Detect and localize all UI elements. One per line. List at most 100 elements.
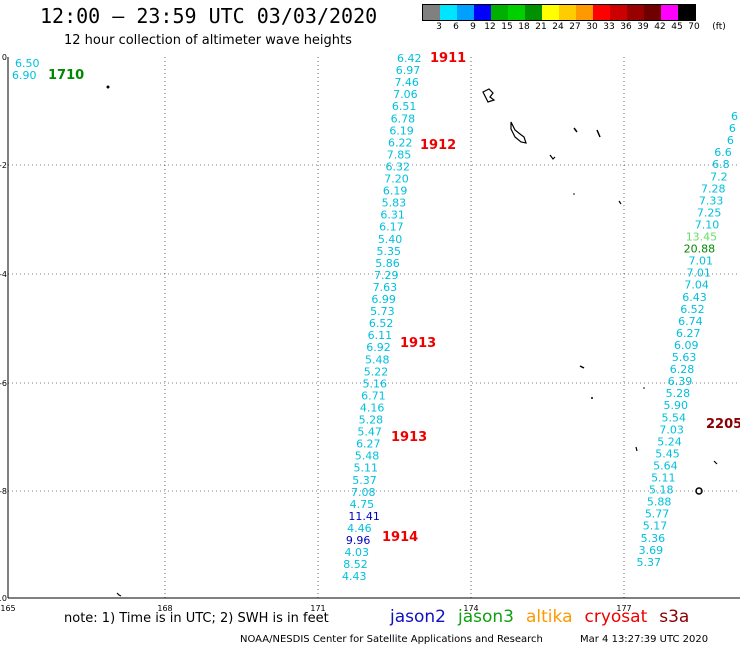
color-scale-label: 18 (518, 22, 530, 32)
color-swatch (491, 5, 508, 20)
color-scale-labels: 3 6 9 12 15 18 21 24 27 30 33 36 39 42 45 70 (ft) (422, 21, 726, 35)
wave-height-value: 5.11 (354, 462, 379, 475)
wave-height-value: 6.09 (674, 339, 699, 352)
wave-height-value: 5.64 (653, 459, 678, 472)
color-swatch (610, 5, 627, 20)
wave-height-value: 7.04 (684, 279, 709, 292)
generation-timestamp: Mar 4 13:27:39 UTC 2020 (580, 634, 709, 645)
color-swatch (593, 5, 610, 20)
color-swatch (457, 5, 474, 20)
wave-height-value: 6.27 (676, 327, 701, 340)
wave-height-value: 5.83 (382, 197, 407, 210)
color-swatch (474, 5, 491, 20)
color-scale-label: 9 (470, 22, 476, 32)
color-scale-label: 6 (453, 22, 459, 32)
color-scale-label: 30 (586, 22, 598, 32)
color-swatch (559, 5, 576, 20)
wave-height-value: 6.52 (369, 317, 394, 330)
pass-time-label: 1914 (382, 530, 418, 545)
map-grid: 165 168 171 174 177 0 -2 -4 -6 -8 -10 (0, 53, 740, 613)
x-tick-label: 168 (157, 604, 172, 613)
island-outline (596, 129, 601, 138)
satellite-legend-item: s3a (659, 607, 690, 627)
wave-height-value: 5.28 (666, 387, 691, 400)
wave-height-value: 6.27 (356, 438, 381, 451)
wave-height-value: 5.37 (352, 474, 377, 487)
wave-height-value: 20.88 (684, 243, 716, 256)
wave-height-value: 6.90 (12, 69, 37, 82)
color-scale-label: 33 (603, 22, 615, 32)
wave-height-value: 7.20 (384, 173, 409, 186)
color-scale-label: 42 (654, 22, 666, 32)
wave-height-value: 5.40 (378, 233, 403, 246)
wave-height-value: 6.50 (15, 57, 40, 70)
wave-height-value: 7.25 (697, 206, 722, 219)
wave-height-value: 5.88 (647, 496, 672, 509)
satellite-legend-item: altika (526, 607, 573, 627)
wave-height-value: 6.92 (366, 341, 391, 354)
satellite-legend: jason2 jason3 altika cryosat s3a (390, 607, 701, 627)
wave-height-value: 5.47 (357, 426, 382, 439)
wave-height-value: 5.24 (657, 435, 682, 448)
color-scale-label: 36 (620, 22, 632, 32)
y-tick-label: -4 (0, 270, 7, 279)
wave-height-value: 6.52 (680, 303, 705, 316)
wave-height-value: 6 (731, 110, 738, 123)
wave-height-value: 6.19 (389, 124, 414, 137)
y-tick-label: -2 (0, 161, 7, 170)
y-tick-label: -10 (0, 594, 7, 603)
wave-height-value: 6.8 (712, 158, 730, 171)
color-swatch (508, 5, 525, 20)
wave-height-value: 5.90 (664, 399, 689, 412)
color-scale-legend: 3 6 9 12 15 18 21 24 27 30 33 36 39 42 45 70 (ft) (422, 4, 726, 35)
wave-height-value: 5.77 (645, 508, 670, 521)
island-marker (573, 193, 575, 195)
color-swatch (576, 5, 593, 20)
color-swatch (661, 5, 678, 20)
wave-height-value: 6.97 (396, 64, 421, 77)
wave-height-value: 8.52 (343, 558, 368, 571)
satellite-legend-item: cryosat (584, 607, 648, 627)
island-marker (591, 397, 593, 399)
wave-height-value: 9.96 (346, 534, 371, 547)
wave-height-value: 7.06 (393, 88, 418, 101)
satellite-legend-item: jason3 (458, 607, 514, 627)
island-marker (643, 387, 645, 389)
wave-height-value: 5.16 (362, 377, 387, 390)
color-scale-label: 45 (671, 22, 683, 32)
wave-height-value: 3.69 (639, 544, 664, 557)
color-scale-label: 15 (501, 22, 513, 32)
wave-height-value: 6.42 (397, 52, 422, 65)
wave-height-value: 5.36 (641, 532, 666, 545)
island-outline (713, 460, 718, 465)
island-outline (116, 592, 122, 597)
x-tick-label: 165 (0, 604, 15, 613)
y-tick-label: -8 (0, 487, 7, 496)
map-title: 12:00 – 23:59 UTC 03/03/2020 (40, 4, 378, 28)
island-outline (482, 88, 496, 103)
wave-height-value: 6 (729, 122, 736, 135)
footnote: note: 1) Time is in UTC; 2) SWH is in fe… (64, 611, 329, 626)
wave-height-value: 6.19 (383, 185, 408, 198)
wave-height-value: 6.28 (670, 363, 695, 376)
wave-height-value: 6.78 (391, 112, 416, 125)
pass-time-label: 1912 (420, 138, 456, 153)
color-swatch (525, 5, 542, 20)
wave-height-value: 5.11 (651, 472, 676, 485)
wave-height-value: 6.31 (380, 209, 405, 222)
wave-height-value: 6.99 (371, 293, 396, 306)
wave-height-value: 4.16 (360, 401, 385, 414)
pass-time-label: 2205 (706, 417, 740, 432)
color-swatch (542, 5, 559, 20)
pass-time-label: 1710 (48, 68, 84, 83)
wave-height-value: 7.33 (699, 194, 724, 207)
x-tick-label: 177 (616, 604, 631, 613)
wave-height-value: 6 (727, 134, 734, 147)
island-outline (635, 446, 638, 452)
wave-height-value: 5.18 (649, 484, 674, 497)
island-outline (549, 154, 556, 160)
wave-height-value: 5.35 (377, 245, 402, 258)
wave-height-value: 7.01 (689, 255, 714, 268)
island-outline (695, 487, 703, 495)
wave-height-value: 6.39 (668, 375, 693, 388)
